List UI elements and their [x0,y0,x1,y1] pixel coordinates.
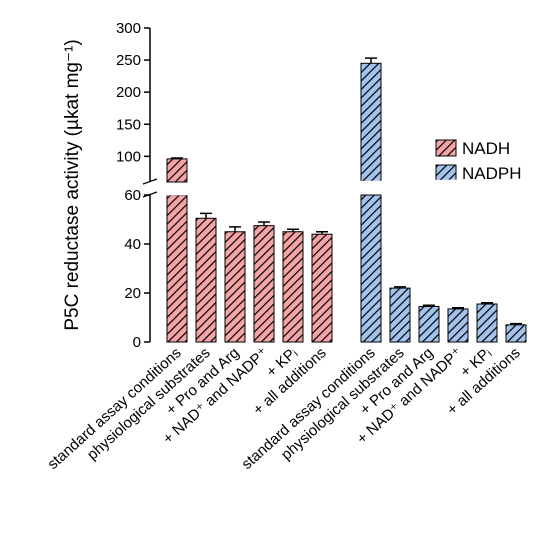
bar [195,217,217,343]
bar [224,231,246,343]
bar [253,225,275,343]
y-tick-label: 20 [124,285,141,302]
bar [166,158,188,183]
bar [311,233,333,343]
legend-swatch [435,139,457,157]
y-tick-label: 40 [124,236,141,253]
error-bar [452,306,464,309]
error-bar [423,304,435,307]
bar [505,324,527,343]
y-tick-label: 100 [116,148,141,165]
error-bar [229,226,241,232]
axis-break-gap [159,178,541,196]
bar [360,194,382,343]
error-bar [287,228,299,232]
error-bar [316,231,328,235]
y-tick-label: 250 [116,52,141,69]
y-tick-label: 200 [116,84,141,101]
legend-label: NADH [462,139,510,158]
error-bar [365,57,377,64]
y-axis-label: P5C reductase activity (µkat mg⁻¹) [62,39,83,330]
legend-swatch [435,164,457,182]
y-tick-label: 300 [116,20,141,37]
bar [447,308,469,343]
bar [389,287,411,343]
error-bar [200,212,212,219]
error-bar [394,286,406,289]
error-bar [481,302,493,305]
y-tick-label: 0 [133,334,141,351]
error-bar [510,322,522,325]
bar [418,305,440,343]
bar [476,303,498,343]
bar [360,62,382,183]
y-tick-label: 150 [116,116,141,133]
axis-break [142,191,158,198]
error-bar [258,221,270,226]
x-tick-label: standard assay conditions [44,344,184,473]
bar [282,231,304,343]
error-bar [171,157,183,159]
y-tick-label: 60 [124,187,141,204]
bar [166,194,188,343]
axis-break [142,178,158,185]
legend-label: NADPH [462,164,522,183]
